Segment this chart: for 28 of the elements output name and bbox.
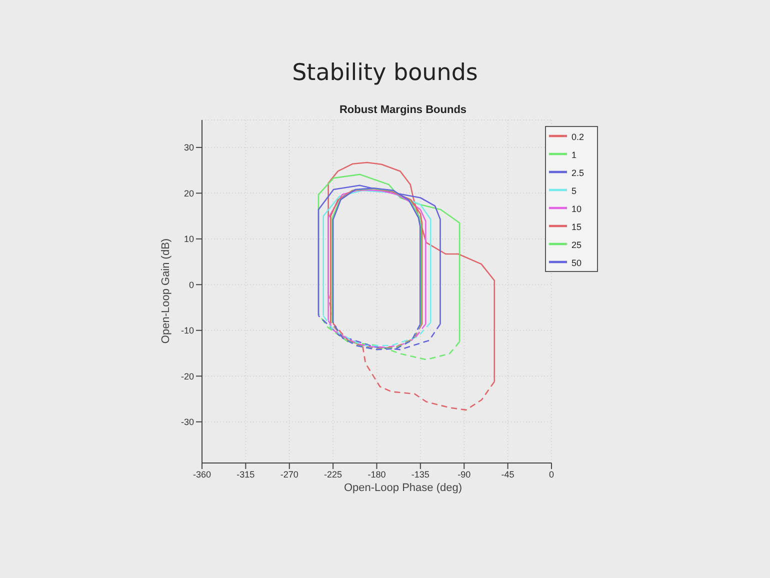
x-tick-label: -225 [324, 469, 342, 480]
x-tick-label: 0 [548, 469, 554, 480]
legend-label: 25 [571, 240, 582, 250]
legend-label: 2.5 [571, 168, 584, 178]
legend-label: 5 [571, 186, 576, 196]
y-axis-title: Open-Loop Gain (dB) [160, 238, 172, 344]
x-tick-label: -180 [368, 469, 386, 480]
y-tick-label: -20 [180, 371, 194, 382]
y-tick-label: -30 [180, 417, 194, 428]
y-tick-label: 0 [188, 280, 194, 290]
y-tick-label: 10 [184, 234, 194, 244]
chart-subtitle: Robust Margins Bounds [338, 104, 468, 116]
y-tick-label: -10 [180, 326, 194, 336]
y-tick-label: 30 [184, 142, 194, 153]
legend-label: 0.2 [571, 132, 584, 142]
y-tick-label: 20 [184, 188, 194, 198]
x-tick-label: -360 [192, 469, 212, 480]
x-tick-label: -315 [236, 469, 255, 480]
x-axis-title: Open-Loop Phase (deg) [342, 482, 464, 494]
legend-label: 10 [571, 204, 582, 214]
legend-label: 50 [571, 258, 582, 268]
x-tick-label: -135 [411, 469, 430, 480]
legend-label: 1 [571, 150, 576, 160]
x-tick-label: -90 [458, 469, 471, 480]
chart-title: Stability bounds [291, 60, 479, 86]
x-tick-label: -45 [501, 469, 514, 480]
x-tick-label: -270 [280, 469, 298, 480]
legend-label: 15 [571, 222, 582, 232]
